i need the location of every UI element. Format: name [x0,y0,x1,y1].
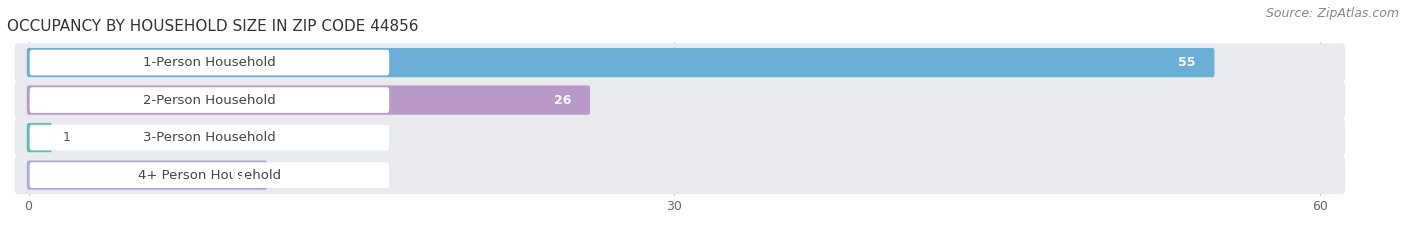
FancyBboxPatch shape [14,43,1346,82]
Text: 2-Person Household: 2-Person Household [143,94,276,106]
Text: Source: ZipAtlas.com: Source: ZipAtlas.com [1265,7,1399,20]
FancyBboxPatch shape [14,81,1346,119]
Text: 4+ Person Household: 4+ Person Household [138,169,281,182]
FancyBboxPatch shape [30,125,389,151]
FancyBboxPatch shape [14,118,1346,157]
Text: 55: 55 [1178,56,1195,69]
Text: 3-Person Household: 3-Person Household [143,131,276,144]
Text: 1-Person Household: 1-Person Household [143,56,276,69]
FancyBboxPatch shape [30,162,389,188]
FancyBboxPatch shape [27,48,1215,77]
FancyBboxPatch shape [27,86,591,115]
FancyBboxPatch shape [30,50,389,75]
FancyBboxPatch shape [30,87,389,113]
FancyBboxPatch shape [27,161,267,190]
Text: 11: 11 [231,169,247,182]
Text: OCCUPANCY BY HOUSEHOLD SIZE IN ZIP CODE 44856: OCCUPANCY BY HOUSEHOLD SIZE IN ZIP CODE … [7,19,419,34]
Text: 26: 26 [554,94,571,106]
Text: 1: 1 [63,131,70,144]
FancyBboxPatch shape [14,156,1346,194]
FancyBboxPatch shape [27,123,52,152]
